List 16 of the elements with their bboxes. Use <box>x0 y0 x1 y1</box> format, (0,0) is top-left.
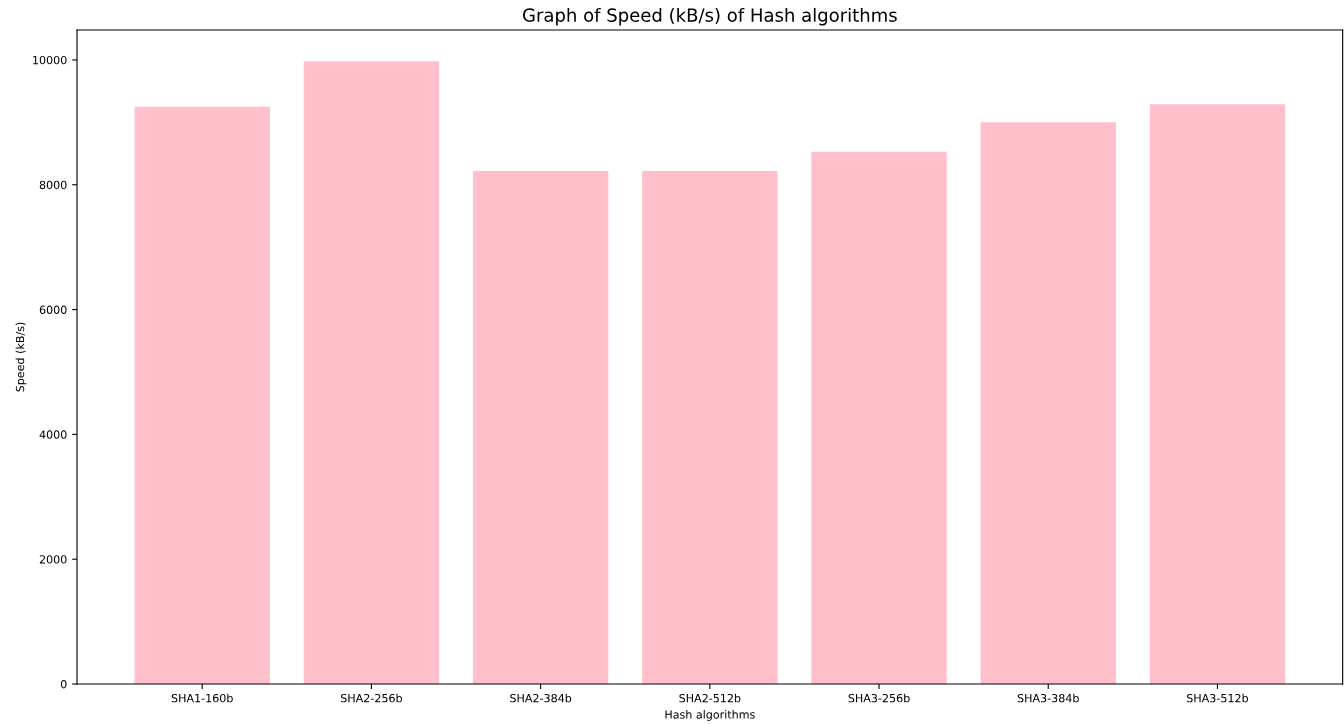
y-tick-label: 4000 <box>39 430 67 439</box>
y-tick-label: 8000 <box>39 180 67 190</box>
y-tick-label: 2000 <box>39 555 67 564</box>
y-tick-label: 6000 <box>39 305 67 314</box>
y-axis-title: Speed (kB/s) <box>15 322 27 392</box>
x-tick-label: SHA2-384b <box>510 693 572 703</box>
y-tick-label: 0 <box>60 680 67 689</box>
x-tick-label: SHA3-512b <box>1187 693 1249 703</box>
x-tick-label: SHA3-384b <box>1017 693 1079 703</box>
y-tick-label: 10000 <box>33 55 67 65</box>
x-tick-label: SHA2-512b <box>679 693 741 703</box>
x-tick-label: SHA2-256b <box>340 693 402 703</box>
x-tick-label: SHA1-160b <box>171 693 233 703</box>
x-tick-label: SHA3-256b <box>848 693 910 703</box>
chart-title: Graph of Speed (kB/s) of Hash algorithms <box>523 7 897 26</box>
x-axis-title: Hash algorithms <box>665 710 755 721</box>
